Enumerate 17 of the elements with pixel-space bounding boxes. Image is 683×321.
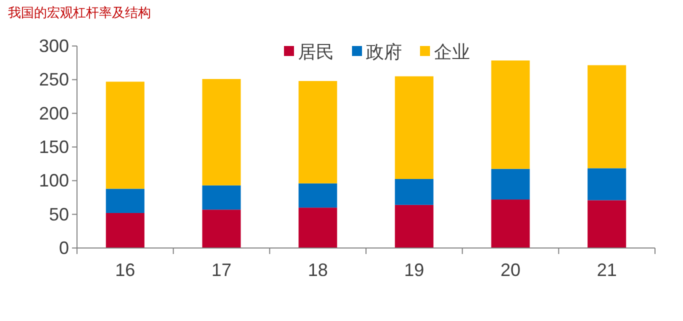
y-tick-label: 300 [38, 36, 69, 56]
y-tick-label: 100 [38, 170, 69, 191]
y-tick-label: 250 [38, 70, 69, 90]
y-tick-label: 200 [38, 103, 69, 124]
x-tick-label: 17 [211, 260, 232, 280]
chart-title: 我国的宏观杠杆率及结构 [8, 5, 151, 20]
x-tick-label: 19 [404, 260, 424, 280]
y-tick-label: 0 [58, 238, 69, 258]
x-tick-label: 20 [500, 260, 521, 280]
legend-label: 企业 [434, 42, 470, 62]
y-tick-label: 50 [48, 204, 69, 224]
x-tick-label: 18 [308, 260, 328, 280]
y-tick-label: 150 [38, 137, 69, 157]
legend-label: 政府 [366, 42, 402, 62]
x-tick-label: 16 [115, 260, 136, 280]
x-tick-label: 21 [596, 260, 617, 280]
legend-label: 居民 [298, 42, 334, 62]
